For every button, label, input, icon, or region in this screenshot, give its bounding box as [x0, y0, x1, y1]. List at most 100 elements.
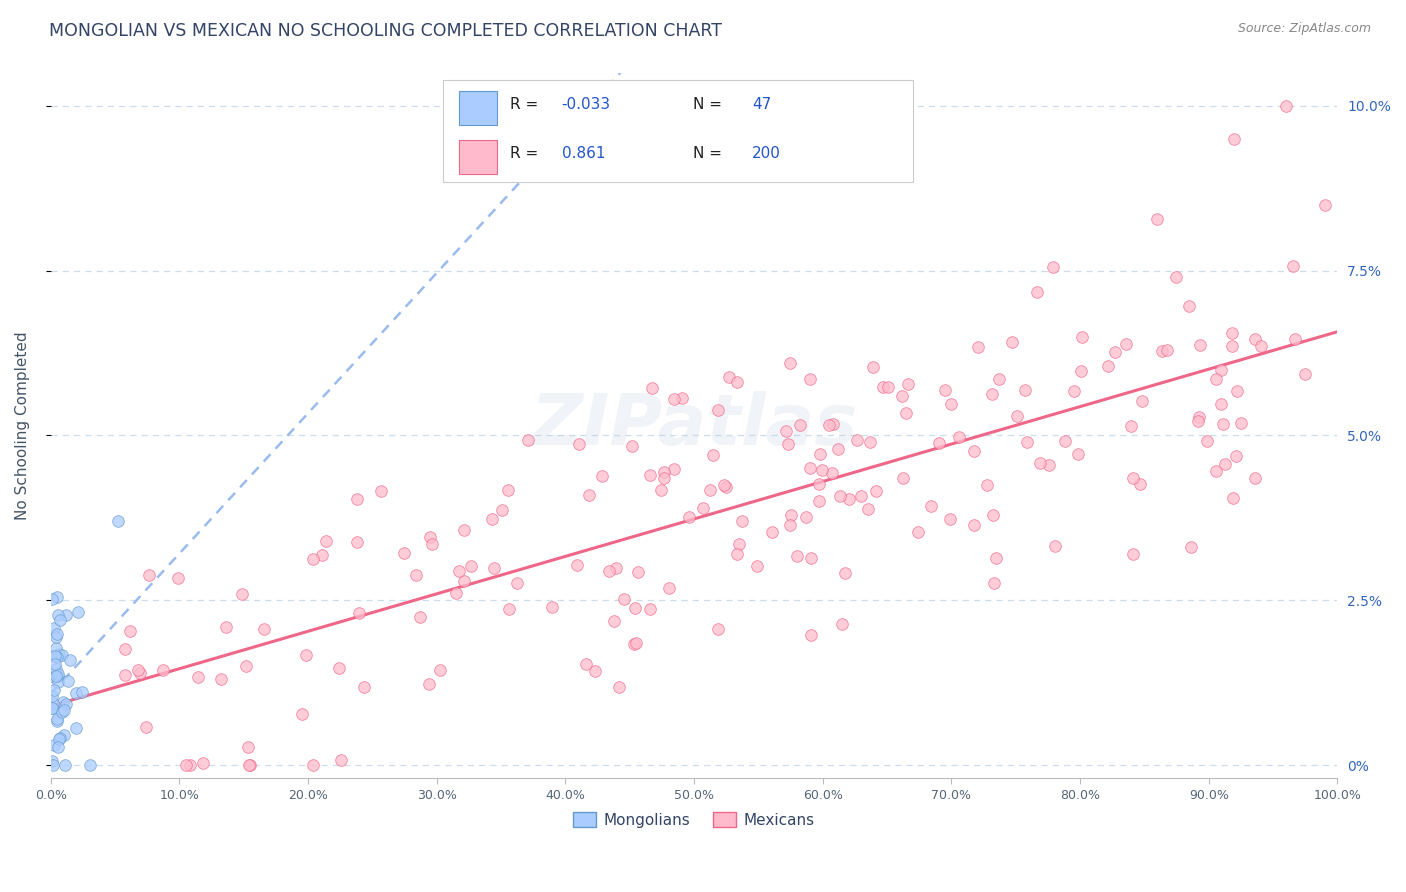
Point	[152, 663, 174, 677]
Point	[301, 552, 323, 566]
Point	[498, 602, 520, 616]
Point	[967, 340, 990, 354]
Point	[1213, 457, 1236, 471]
Point	[48, 613, 70, 627]
Point	[707, 623, 730, 637]
Point	[613, 592, 636, 607]
Point	[128, 665, 150, 680]
Point	[598, 565, 620, 579]
Point	[516, 433, 538, 447]
Text: ZIPatlas: ZIPatlas	[530, 391, 858, 460]
Point	[623, 637, 645, 651]
Point	[794, 509, 817, 524]
Point	[877, 379, 900, 393]
Point	[55, 697, 77, 711]
Point	[605, 561, 627, 575]
Point	[890, 389, 912, 403]
Text: 0.861: 0.861	[561, 146, 605, 161]
Point	[1197, 434, 1219, 449]
Point	[315, 534, 337, 549]
Point	[799, 371, 821, 385]
Point	[46, 714, 69, 728]
Point	[800, 628, 823, 642]
Point	[392, 546, 415, 560]
Point	[678, 509, 700, 524]
Point	[48, 732, 70, 747]
Point	[807, 477, 830, 491]
Text: R =: R =	[510, 146, 543, 161]
Point	[45, 591, 67, 605]
Point	[827, 442, 849, 456]
Point	[444, 586, 467, 600]
Point	[51, 705, 73, 719]
Point	[786, 549, 808, 563]
Point	[41, 690, 63, 704]
Point	[51, 695, 73, 709]
Point	[1122, 548, 1144, 562]
Point	[761, 524, 783, 539]
Point	[779, 356, 801, 370]
Point	[1211, 362, 1233, 376]
Point	[671, 391, 693, 405]
Point	[727, 537, 749, 551]
Point	[808, 494, 831, 508]
Text: 200: 200	[752, 146, 780, 161]
Point	[453, 574, 475, 588]
Point	[859, 434, 882, 449]
Point	[1150, 344, 1173, 359]
Point	[603, 614, 626, 628]
Point	[418, 677, 440, 691]
Point	[828, 489, 851, 503]
Point	[779, 517, 801, 532]
Point	[1223, 132, 1246, 146]
Point	[1282, 260, 1305, 274]
Point	[865, 484, 887, 499]
Point	[46, 666, 69, 681]
Point	[107, 514, 129, 528]
Point	[983, 576, 1005, 591]
Point	[41, 701, 63, 715]
Point	[346, 535, 368, 549]
Point	[541, 600, 564, 615]
Point	[1275, 99, 1298, 113]
Point	[409, 609, 432, 624]
Point	[45, 640, 67, 655]
Point	[984, 551, 1007, 566]
Point	[846, 434, 869, 448]
Point	[167, 571, 190, 585]
Point	[624, 636, 647, 650]
Point	[838, 491, 860, 506]
Point	[419, 530, 441, 544]
Point	[1063, 384, 1085, 398]
Point	[252, 622, 274, 636]
Point	[42, 758, 65, 772]
Point	[1178, 299, 1201, 313]
Point	[1097, 359, 1119, 373]
Point	[872, 380, 894, 394]
Point	[862, 360, 884, 375]
Point	[55, 607, 77, 622]
Point	[1001, 335, 1024, 350]
Point	[641, 381, 664, 395]
Point	[1129, 477, 1152, 491]
Point	[491, 503, 513, 517]
Point	[420, 537, 443, 551]
Point	[1205, 372, 1227, 386]
Point	[238, 740, 260, 755]
Point	[988, 372, 1011, 386]
Point	[1188, 410, 1211, 425]
Point	[976, 477, 998, 491]
Point	[311, 549, 333, 563]
Point	[650, 483, 672, 497]
Point	[567, 558, 589, 572]
Point	[583, 664, 606, 678]
Point	[56, 673, 79, 688]
Point	[1067, 447, 1090, 461]
Point	[1104, 344, 1126, 359]
Point	[44, 630, 66, 644]
Point	[179, 758, 201, 772]
Point	[963, 444, 986, 458]
Point	[1294, 368, 1316, 382]
Point	[713, 478, 735, 492]
Point	[725, 376, 748, 390]
